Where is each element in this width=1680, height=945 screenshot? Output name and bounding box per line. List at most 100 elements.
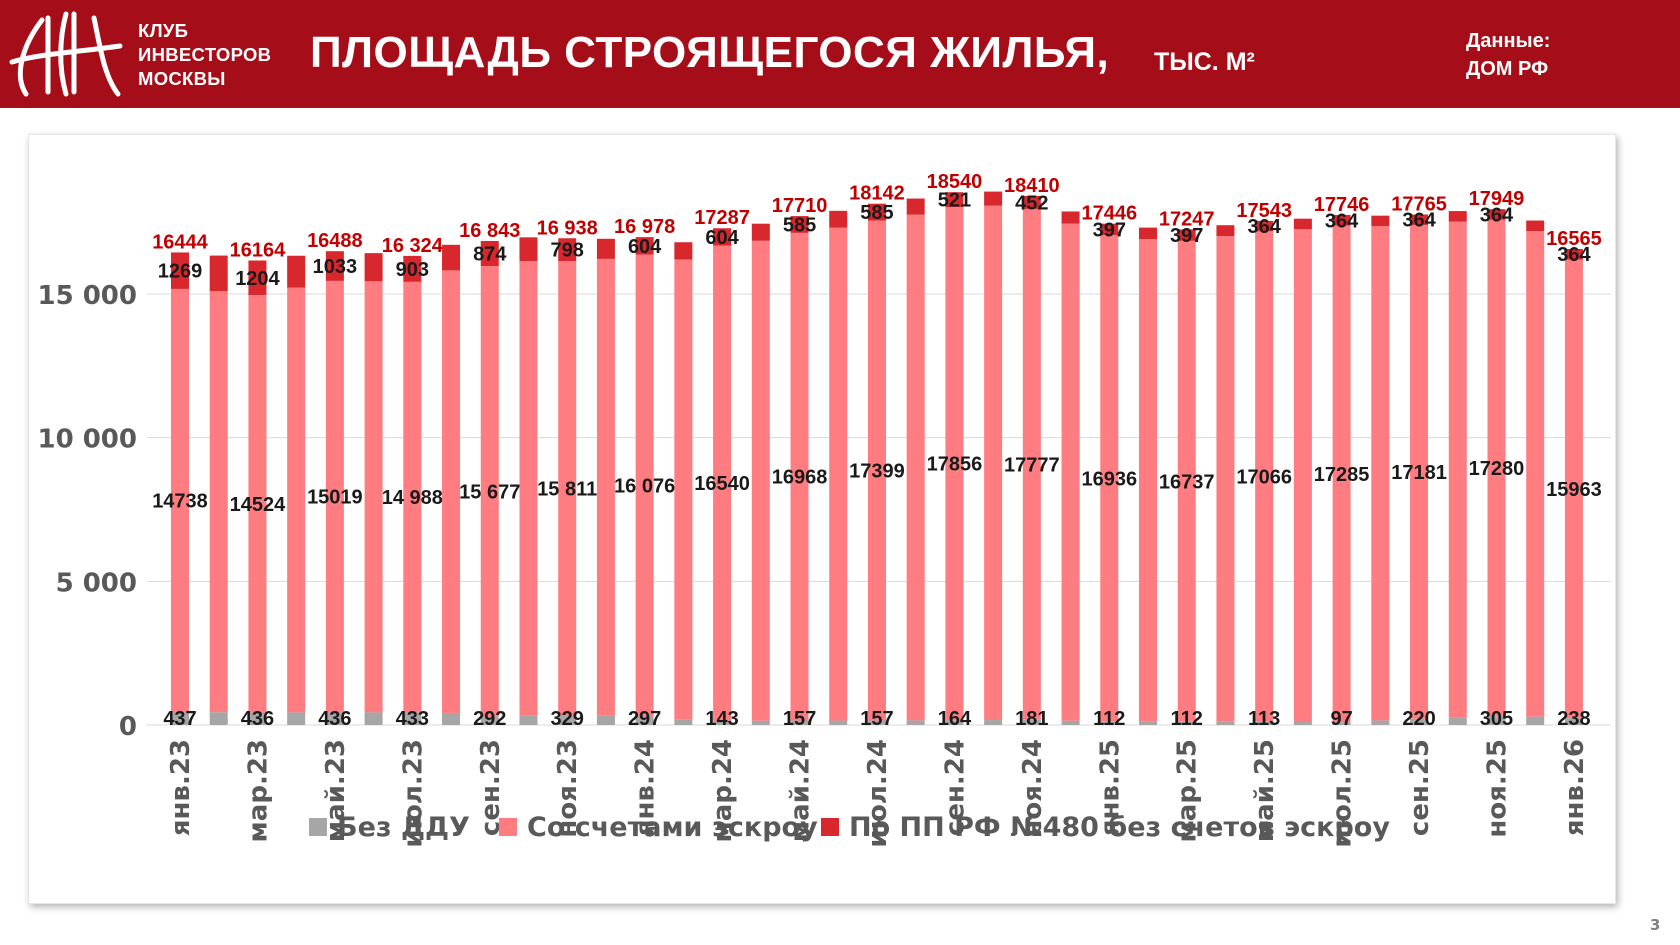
bar-segment-escrow [1410,224,1429,719]
data-label-bez-ddu: 143 [705,708,738,730]
data-label-total: 18142 [849,183,905,205]
bar-segment-escrow [248,295,267,713]
bar-segment-pp480 [325,251,344,281]
bar-segment-escrow [945,207,964,721]
bar-segment-pp480 [1410,214,1429,225]
x-tick-label: янв.25 [1095,739,1125,836]
x-tick-label: ноя.23 [553,739,583,838]
bar-segment-pp480 [635,237,654,255]
data-label-escrow: 16 076 [614,475,675,497]
bar-segment-pp480 [984,191,1003,206]
legend-label: По ПП РФ №480 без счетов эскроу [849,812,1390,843]
bar-segment-pp480 [945,192,964,208]
bar-segment-pp480 [1526,220,1545,232]
data-label-total: 17765 [1391,193,1447,215]
bar-segment-escrow [403,281,422,713]
bar-segment-escrow [1293,229,1312,722]
data-label-bez-ddu: 157 [783,708,816,730]
bar-segment-pp480 [1139,227,1157,240]
bar-segment-bez-ddu [1410,718,1429,725]
data-label-total: 16444 [152,231,208,253]
bar-segment-pp480 [1332,215,1351,226]
bar-segment-escrow [1100,235,1119,722]
bar-segment-pp480 [674,242,693,260]
bar-segment-bez-ddu [519,715,538,725]
legend-label: Без ДДУ [337,812,470,843]
page-title: ПЛОЩАДЬ СТРОЯЩЕГОСЯ ЖИЛЬЯ, [310,28,1110,77]
chart-panel: 0 5 000 10 000 15 000 437 14738 1269 16444 янв.2… [28,134,1616,904]
data-label-escrow: 17285 [1314,464,1370,486]
legend-swatch [309,818,327,836]
bar-segment-escrow [558,261,577,716]
bar-segment-pp480 [287,255,306,288]
bar-segment-pp480 [829,210,848,228]
bar-segment-escrow [171,288,189,713]
bar-segment-pp480 [1371,215,1390,227]
data-label-total: 16488 [307,230,363,252]
bar-segment-pp480 [1022,195,1041,209]
data-label-bez-ddu: 436 [241,708,274,730]
data-label-total: 17446 [1081,203,1137,225]
bar-segment-pp480 [442,244,461,271]
data-label-escrow: 16968 [772,467,828,489]
data-label-total: 17247 [1159,208,1215,230]
bar-segment-pp480 [867,203,886,221]
bar-segment-escrow [519,261,538,716]
y-tick-label: 0 [119,712,137,742]
data-label-escrow: 15019 [307,487,363,509]
bar-segment-bez-ddu [1526,716,1545,725]
data-label-pp480: 397 [1093,219,1126,241]
x-tick-label: янв.26 [1560,739,1590,836]
data-label-pp480: 585 [783,214,816,236]
x-tick-label: мар.24 [708,739,738,842]
bar-segment-escrow [364,281,383,713]
bar-segment-bez-ddu [209,712,228,725]
bar-segment-bez-ddu [1448,717,1467,725]
bar-segment-pp480 [1293,218,1312,230]
bar-segment-bez-ddu [1487,716,1506,725]
data-label-escrow: 16540 [694,473,750,495]
bar-segment-bez-ddu [403,712,422,725]
bar-segment-pp480 [790,216,809,233]
club-logo-icon [9,11,123,97]
bar-segment-bez-ddu [1216,721,1235,725]
data-label-pp480: 452 [1015,192,1048,214]
bar-segment-bez-ddu [945,720,964,725]
data-label-bez-ddu: 112 [1171,708,1203,730]
bar-segment-pp480 [558,238,577,262]
bar-segment-escrow [1255,231,1274,722]
bar-segment-pp480 [906,198,925,215]
bar-segment-escrow [674,259,693,720]
bar-segment-bez-ddu [1100,721,1119,725]
bar-segment-escrow [1448,221,1467,718]
data-label-total: 16565 [1546,228,1602,250]
logo-text-line-2: ИНВЕСТОРОВ [138,44,272,65]
data-label-escrow: 17856 [927,454,983,476]
bar-segment-escrow [1332,225,1351,723]
data-label-pp480: 397 [1170,225,1203,247]
bar-segment-pp480 [248,260,267,296]
bar-segment-escrow [1022,208,1041,720]
bar-segment-bez-ddu [1022,719,1041,725]
bar-segment-bez-ddu [1255,721,1274,725]
bar-segment-pp480 [171,252,189,289]
x-tick-label: ноя.24 [1018,739,1048,838]
bar-segment-bez-ddu [364,712,383,725]
bar-segment-pp480 [1448,211,1467,222]
source-value: ДОМ РФ [1466,58,1549,80]
data-label-total: 17710 [772,195,828,217]
x-tick-label: июл.24 [863,739,893,848]
data-label-pp480: 364 [1325,210,1359,232]
bar-segment-escrow [984,205,1003,721]
data-label-pp480: 874 [473,244,507,266]
data-label-escrow: 15 811 [537,478,597,500]
bar-segment-pp480 [1564,248,1583,260]
bar-segment-bez-ddu [1293,721,1312,725]
data-label-escrow: 17280 [1469,458,1525,480]
data-label-total: 18410 [1004,175,1060,197]
data-label-bez-ddu: 297 [628,708,661,730]
data-label-pp480: 604 [628,236,662,258]
data-label-escrow: 16737 [1159,471,1215,493]
data-label-total: 17746 [1314,194,1370,216]
data-label-pp480: 903 [396,259,429,281]
